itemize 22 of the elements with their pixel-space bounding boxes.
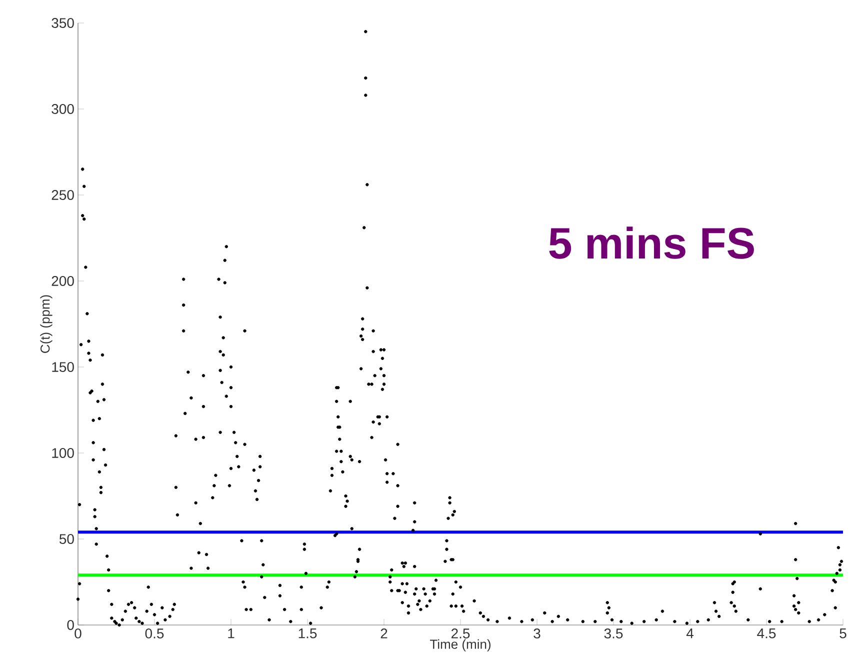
x-tick-label: 0.5	[145, 628, 164, 638]
y-axis-title: C(t) (ppm)	[40, 295, 52, 353]
y-tick-label: 300	[52, 104, 74, 114]
y-tick-label: 350	[52, 18, 74, 28]
annotation: 5 mins FS	[549, 226, 754, 259]
y-tick-label: 250	[52, 190, 74, 200]
y-tick-label: 100	[52, 448, 74, 458]
x-tick-label: 2.5	[451, 628, 470, 638]
x-tick-label: 1	[228, 628, 234, 638]
x-tick-label: 4	[686, 628, 694, 638]
x-axis-title: Time (min)	[430, 639, 490, 652]
x-tick-label: 3.5	[604, 628, 623, 638]
x-tick-label: 3	[534, 628, 540, 638]
y-tick-label: 150	[52, 362, 74, 372]
y-tick-label: 200	[52, 276, 74, 286]
x-tick-label: 4.5	[757, 628, 776, 638]
x-tick-label: 2	[380, 628, 388, 638]
x-tick-label: 1.5	[298, 628, 317, 638]
y-tick-label: 50	[59, 534, 74, 544]
y-tick-label: 0	[67, 620, 74, 630]
x-tick-label: 0	[74, 628, 82, 638]
x-tick-label: 5	[840, 628, 846, 638]
